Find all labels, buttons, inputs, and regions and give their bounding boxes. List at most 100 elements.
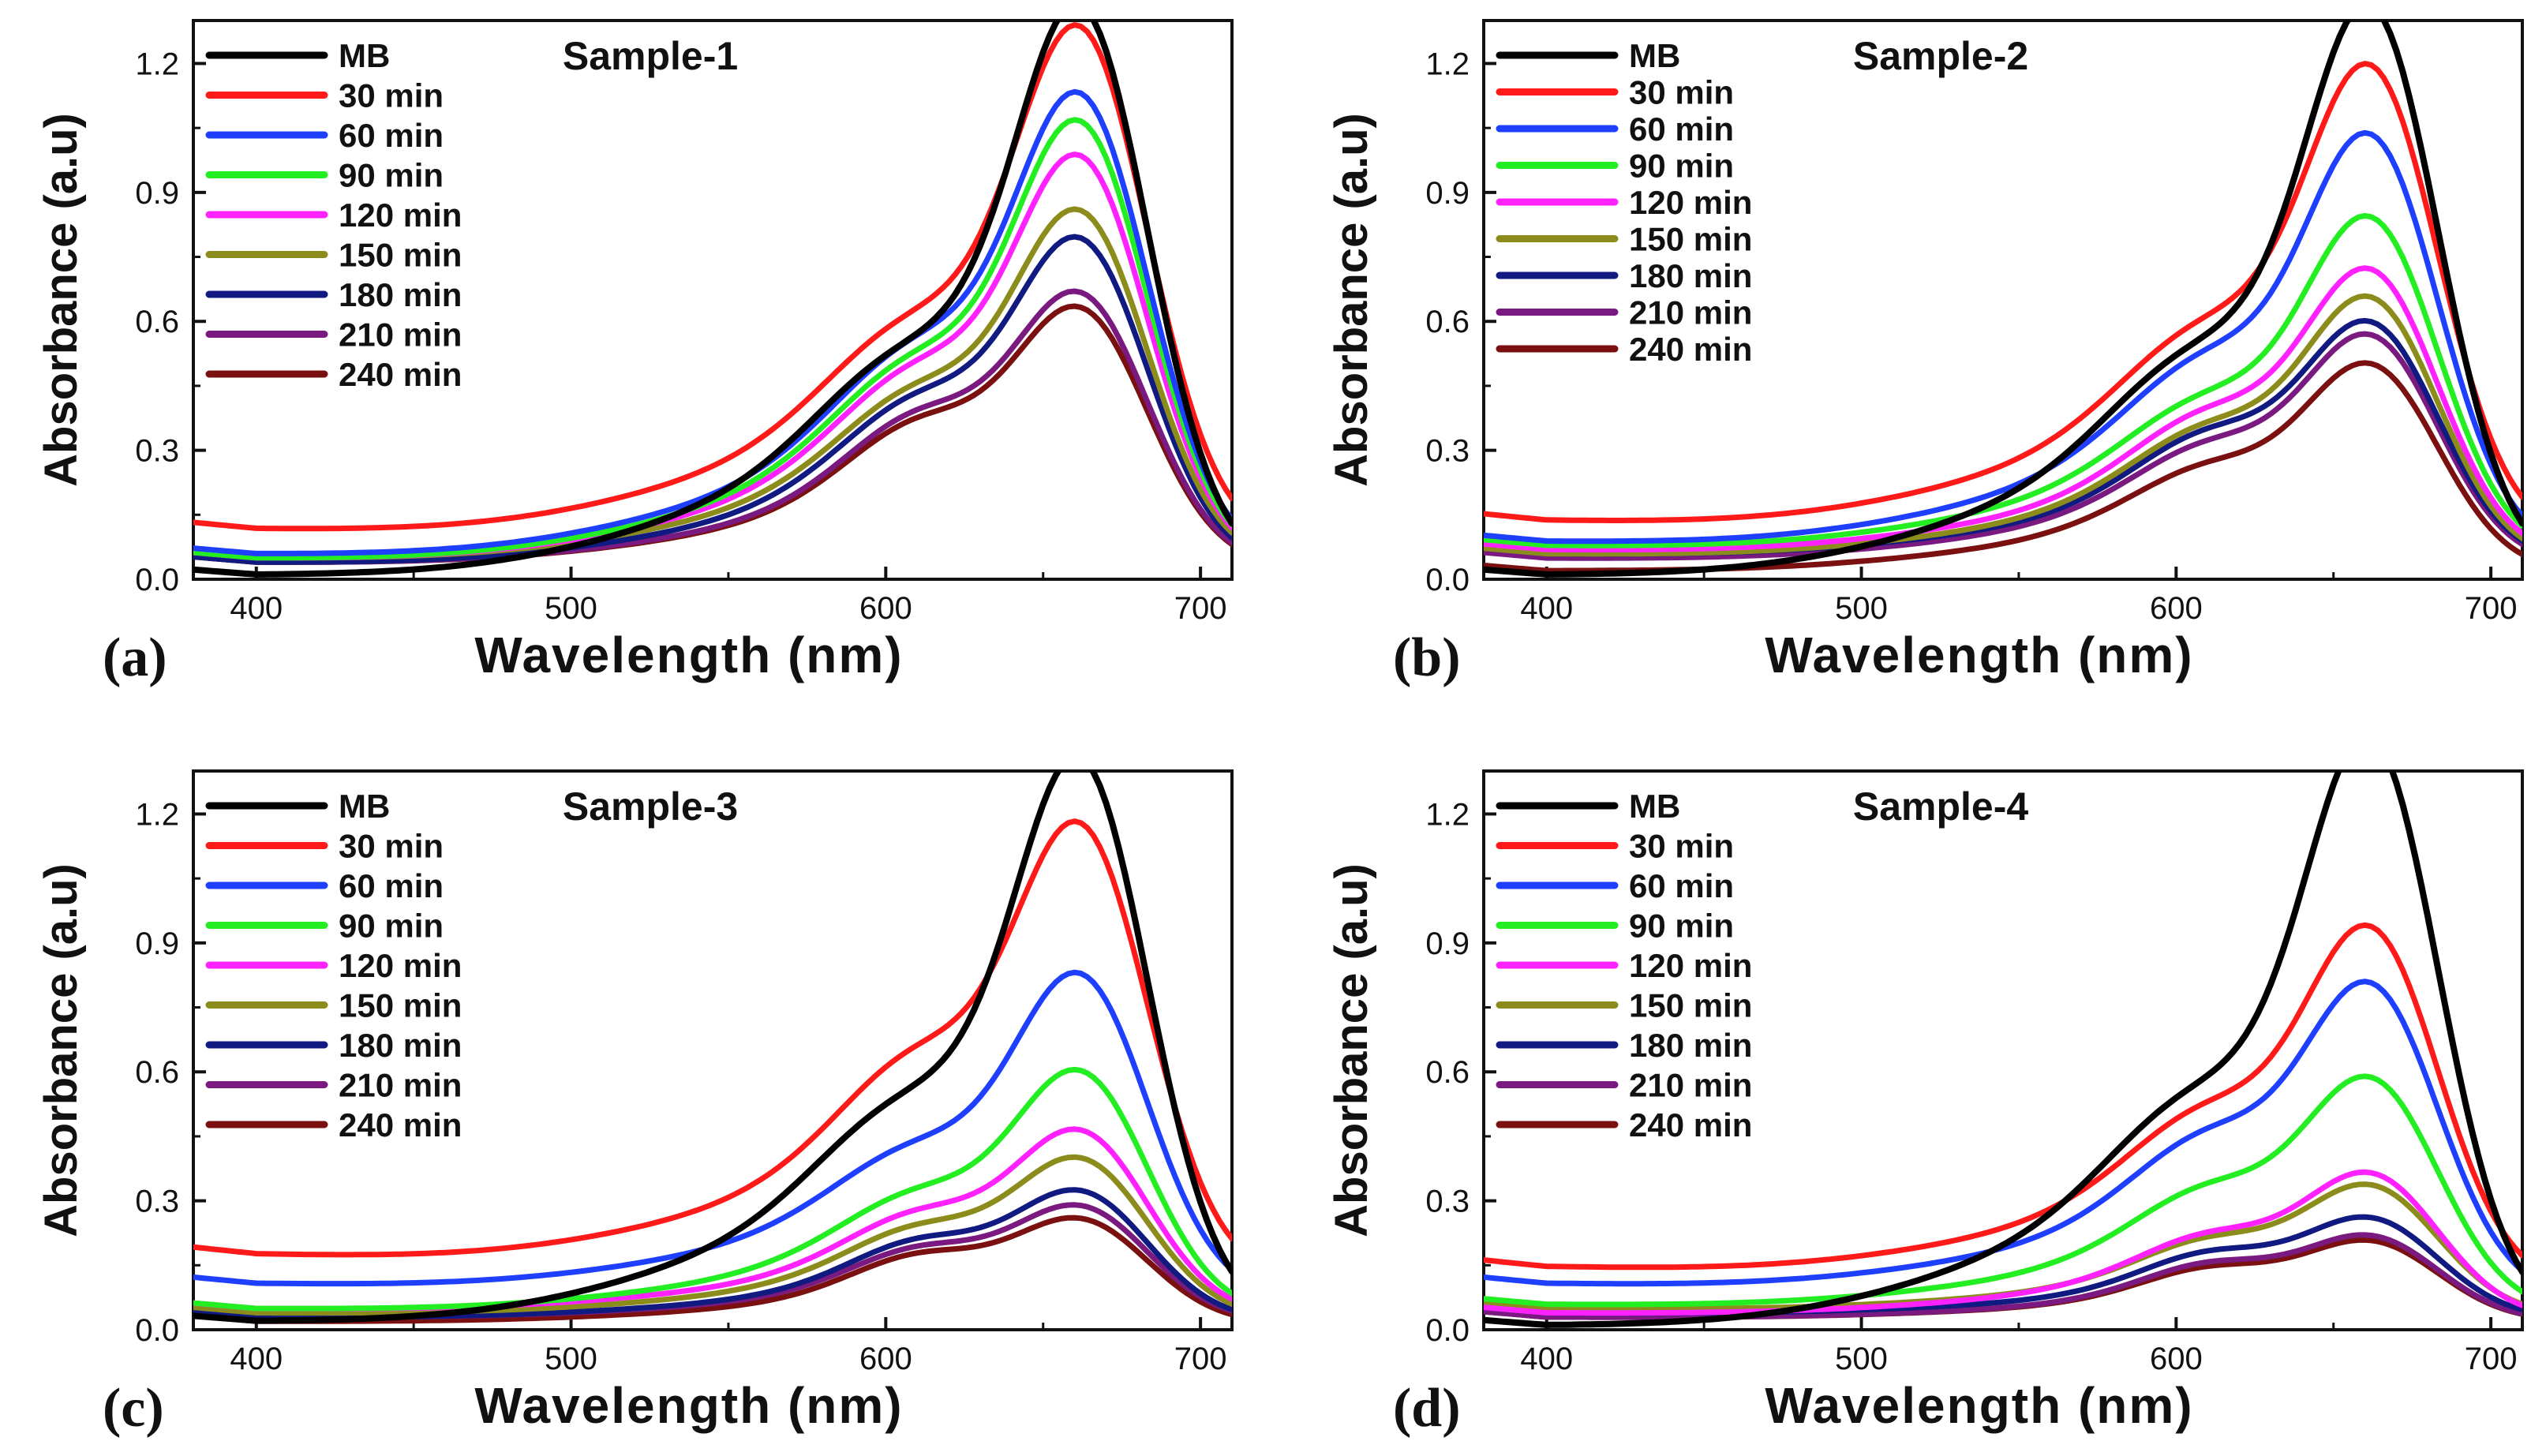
y-tick-label: 0.6 xyxy=(1425,1055,1470,1090)
y-tick-label: 0.9 xyxy=(1425,176,1470,211)
x-tick-label: 400 xyxy=(230,591,283,626)
x-tick-label: 700 xyxy=(1174,1342,1227,1376)
legend-label: 180 min xyxy=(1629,1027,1752,1064)
legend-label: 120 min xyxy=(1629,184,1752,221)
series-line xyxy=(1484,21,2522,578)
legend-label: 120 min xyxy=(339,197,462,234)
x-axis-label: Wavelength (nm) xyxy=(474,1377,903,1434)
y-tick-label: 1.2 xyxy=(1425,47,1470,81)
x-tick-label: 600 xyxy=(2150,1342,2203,1376)
legend-label: 90 min xyxy=(339,908,444,945)
y-tick-label: 0.0 xyxy=(135,563,179,597)
series-line xyxy=(193,818,1232,1258)
y-tick-label: 0.3 xyxy=(1425,1185,1470,1219)
series-line xyxy=(1484,331,2522,561)
chart-panel-4: 0.0 0.3 0.6 0.9 1.2 400 500 600 700 Absorbance (a… xyxy=(1326,769,2524,1439)
y-tick-label: 0.9 xyxy=(1425,926,1470,961)
series-line xyxy=(1484,61,2522,523)
legend-label: 30 min xyxy=(1629,828,1734,865)
legend-label: 240 min xyxy=(339,1106,462,1143)
series-line xyxy=(193,1154,1232,1316)
legend-label: 60 min xyxy=(1629,867,1734,904)
legend-label: 30 min xyxy=(339,828,444,865)
y-tick-label: 0.9 xyxy=(135,176,179,211)
legend-label: 180 min xyxy=(339,276,462,313)
chart-title: Sample-4 xyxy=(1853,784,2029,829)
x-tick-label: 500 xyxy=(545,591,597,626)
series-line xyxy=(1484,212,2522,548)
x-axis-label: Wavelength (nm) xyxy=(1765,627,2193,683)
legend-label: 150 min xyxy=(1629,987,1752,1024)
y-tick-label: 0.0 xyxy=(1425,563,1470,597)
legend-label: 60 min xyxy=(1629,110,1734,148)
legend-label: MB xyxy=(1629,37,1680,74)
legend-label: 150 min xyxy=(339,987,462,1024)
series-line xyxy=(193,117,1232,561)
plot-frame xyxy=(1482,19,2524,581)
legend-label: 90 min xyxy=(1629,148,1734,185)
y-tick-label: 0.3 xyxy=(135,1185,179,1219)
legend-label: 150 min xyxy=(339,237,462,274)
series-line xyxy=(193,1066,1232,1312)
legend-label: 150 min xyxy=(1629,221,1752,258)
legend-label: MB xyxy=(339,788,390,825)
legend-label: 210 min xyxy=(339,316,462,354)
legend-label: 210 min xyxy=(1629,1067,1752,1104)
y-tick-label: 1.2 xyxy=(1425,797,1470,832)
legend-label: MB xyxy=(339,37,390,74)
legend-label: 90 min xyxy=(339,157,444,194)
chart-title: Sample-2 xyxy=(1853,34,2028,78)
y-tick-label: 1.2 xyxy=(135,797,179,832)
y-tick-label: 0.0 xyxy=(135,1313,179,1348)
y-tick-label: 1.2 xyxy=(135,47,179,81)
curves xyxy=(1484,21,2522,578)
y-tick-label: 0.3 xyxy=(1425,434,1470,469)
plot-frame xyxy=(1482,769,2524,1331)
curves xyxy=(193,771,1232,1324)
x-tick-label: 600 xyxy=(2150,591,2203,626)
y-axis-label: Absorbance (a.u) xyxy=(36,863,87,1237)
curves xyxy=(193,21,1232,578)
legend-label: 30 min xyxy=(339,77,444,114)
plot-frame xyxy=(192,769,1234,1331)
y-tick-label: 0.6 xyxy=(1425,305,1470,339)
series-line xyxy=(1484,922,2522,1271)
legend-label: 240 min xyxy=(339,356,462,393)
series-line xyxy=(1484,129,2522,545)
y-tick-label: 0.9 xyxy=(135,926,179,961)
legend-label: 120 min xyxy=(339,947,462,984)
x-tick-label: 700 xyxy=(2465,591,2518,626)
series-line xyxy=(1484,293,2522,557)
series-line xyxy=(193,21,1232,578)
x-tick-label: 400 xyxy=(1520,591,1573,626)
series-line xyxy=(1484,771,2522,1328)
chart-panel-2: 0.0 0.3 0.6 0.9 1.2 400 500 600 700 Absorbance (a… xyxy=(1326,19,2524,688)
chart-panel-1: 0.0 0.3 0.6 0.9 1.2 400 500 600 700 Absorbance (a… xyxy=(36,19,1234,688)
legend-label: 240 min xyxy=(1629,1106,1752,1143)
series-line xyxy=(1484,265,2522,553)
curves xyxy=(1484,771,2522,1328)
x-tick-label: 500 xyxy=(1835,591,1888,626)
x-tick-label: 500 xyxy=(1835,1342,1888,1376)
legend-label: 60 min xyxy=(339,867,444,904)
chart-panel-3: 0.0 0.3 0.6 0.9 1.2 400 500 600 700 Absorbance (a… xyxy=(36,769,1234,1439)
legend-label: MB xyxy=(1629,788,1680,825)
x-axis-label: Wavelength (nm) xyxy=(474,627,903,683)
series-line xyxy=(193,22,1232,532)
legend-label: 90 min xyxy=(1629,908,1734,945)
y-axis-label: Absorbance (a.u) xyxy=(1326,113,1377,487)
legend-label: 210 min xyxy=(339,1067,462,1104)
legend-label: 240 min xyxy=(1629,331,1752,368)
series-line xyxy=(1484,1073,2522,1308)
legend-label: 30 min xyxy=(1629,74,1734,111)
plot-frame xyxy=(192,19,1234,581)
x-tick-label: 500 xyxy=(545,1342,597,1376)
series-line xyxy=(193,234,1232,565)
chart-title: Sample-3 xyxy=(563,784,738,829)
legend-label: 120 min xyxy=(1629,947,1752,984)
